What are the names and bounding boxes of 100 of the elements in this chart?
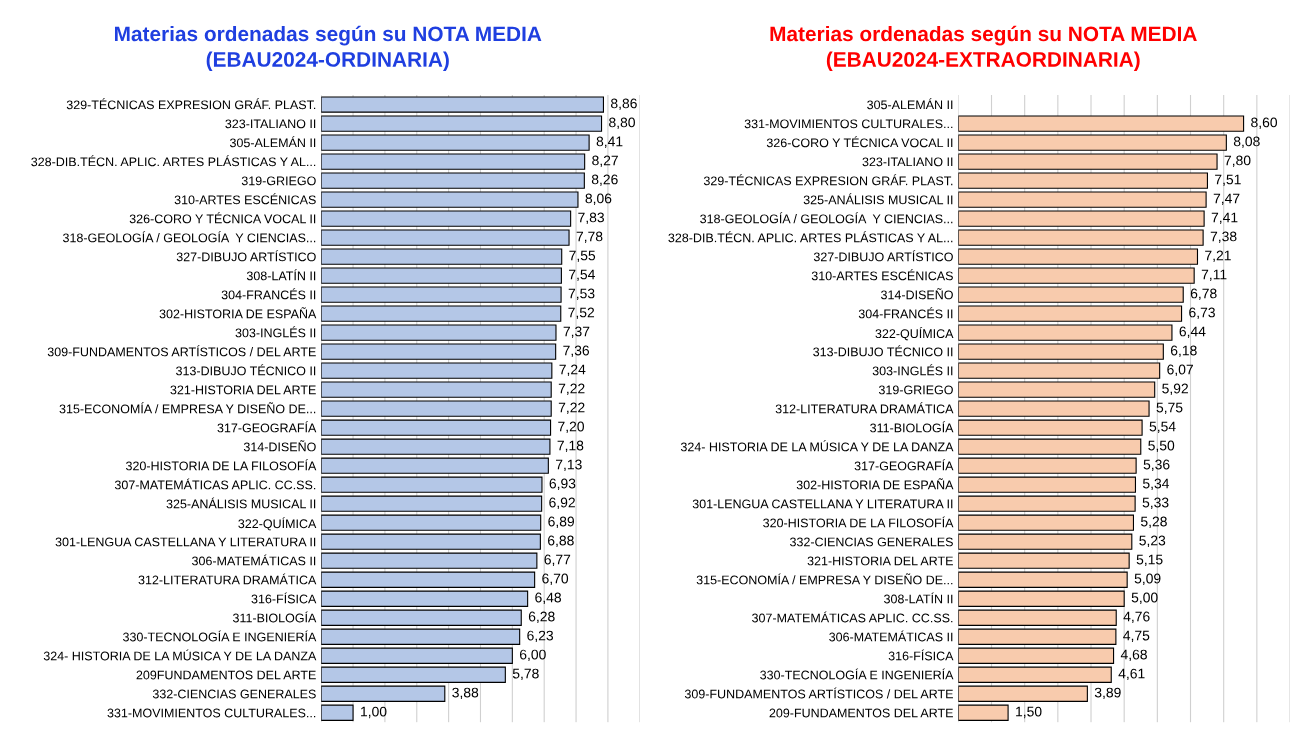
- y-tick-label: 323-ITALIANO II: [862, 157, 953, 167]
- data-label: 7,38: [1210, 231, 1237, 243]
- bar: [321, 267, 562, 284]
- bar: [321, 438, 551, 455]
- y-tick-label: 329-TÉCNICAS EXPRESION GRÁF. PLAST.: [703, 174, 953, 186]
- bar: [321, 229, 570, 246]
- y-tick-label: 321-HISTORIA DEL ARTE: [170, 385, 316, 395]
- y-tick-label: 313-DIBUJO TÉCNICO II: [176, 364, 316, 376]
- bar: [321, 609, 522, 626]
- y-tick-label: 331-MOVIMIENTOS CULTURALES...: [107, 708, 316, 718]
- y-tick-label: 314-DISEÑO: [243, 440, 316, 452]
- bar: [958, 495, 1136, 512]
- bar: [321, 457, 549, 474]
- bar: [958, 590, 1125, 607]
- data-label: 7,47: [1213, 193, 1240, 205]
- bar: [321, 96, 605, 113]
- y-tick-label: 209FUNDAMENTOS DEL ARTE: [136, 670, 316, 680]
- bar: [321, 286, 562, 303]
- data-label: 5,28: [1140, 516, 1167, 529]
- data-label: 8,86: [611, 98, 637, 110]
- bar: [958, 419, 1143, 436]
- y-tick-label: 302-HISTORIA DE ESPAÑA: [796, 478, 954, 490]
- y-tick-label: 318-GEOLOGÍA / GEOLOGÍA Y CIENCIAS...: [62, 231, 316, 243]
- data-label: 5,00: [1131, 592, 1158, 605]
- bar: [321, 381, 552, 398]
- bar: [958, 229, 1204, 246]
- bar: [958, 400, 1150, 417]
- y-tick-label: 332-CIENCIAS GENERALES: [152, 689, 316, 699]
- bar: [321, 134, 590, 151]
- y-tick-label: 317-GEOGRAFÍA: [854, 459, 954, 471]
- bar: [958, 685, 1088, 702]
- data-label: 8,06: [585, 193, 612, 205]
- y-tick-label: 332-CIENCIAS GENERALES: [790, 537, 953, 547]
- bar: [958, 210, 1205, 227]
- bar: [321, 647, 513, 664]
- y-tick-label: 307-MATEMÁTICAS APLIC. CC.SS.: [114, 478, 316, 490]
- y-tick-label: 313-DIBUJO TÉCNICO II: [813, 345, 953, 357]
- y-tick-label: 209-FUNDAMENTOS DEL ARTE: [769, 708, 953, 718]
- bar: [958, 666, 1112, 683]
- bar: [958, 191, 1207, 208]
- data-label: 7,13: [555, 459, 582, 472]
- data-label: 5,75: [1156, 402, 1183, 415]
- bar: [321, 514, 542, 531]
- data-label: 5,33: [1142, 497, 1169, 510]
- y-tick-label: 323-ITALIANO II: [225, 119, 316, 129]
- bar: [958, 324, 1173, 341]
- y-tick-label: 331-MOVIMIENTOS CULTURALES...: [744, 119, 953, 129]
- data-label: 4,76: [1123, 611, 1150, 624]
- y-tick-label: 319-GRIEGO: [878, 385, 953, 395]
- data-label: 1,00: [361, 706, 387, 719]
- bar: [958, 267, 1195, 284]
- data-label: 3,88: [452, 687, 479, 700]
- y-tick-label: 315-ECONOMÍA / EMPRESA Y DISEÑO DE...: [696, 573, 953, 585]
- bar: [958, 343, 1164, 360]
- bar: [321, 628, 521, 645]
- y-tick-label: 310-ARTES ESCÉNICAS: [174, 193, 316, 205]
- bar: [321, 210, 572, 227]
- y-tick-label: 312-LITERATURA DRAMÁTICA: [775, 402, 954, 414]
- data-label: 7,55: [569, 250, 596, 262]
- bar: [958, 305, 1183, 322]
- y-tick-label: 305-ALEMÁN II: [867, 98, 953, 110]
- bar: [958, 647, 1115, 664]
- data-label: 7,36: [563, 345, 590, 358]
- data-label: 4,68: [1120, 649, 1147, 662]
- y-tick-label: 311-BIOLOGÍA: [870, 421, 954, 433]
- data-label: 5,36: [1143, 459, 1170, 472]
- bar: [321, 552, 538, 569]
- y-tick-label: 324- HISTORIA DE LA MÚSICA Y DE LA DANZA: [680, 440, 954, 452]
- y-tick-label: 322-QUÍMICA: [875, 327, 954, 341]
- data-label: 7,21: [1205, 250, 1231, 262]
- y-tick-label: 305-ALEMÁN II: [229, 136, 316, 148]
- data-label: 7,22: [558, 402, 585, 415]
- bar: [958, 457, 1137, 474]
- data-label: 7,78: [576, 231, 603, 243]
- y-tick-label: 309-FUNDAMENTOS ARTÍSTICOS / DEL ARTE: [47, 345, 316, 357]
- y-tick-label: 301-LENGUA CASTELLANA Y LITERATURA II: [55, 537, 316, 547]
- data-label: 7,20: [558, 421, 584, 434]
- bar: [321, 362, 553, 379]
- data-label: 4,75: [1123, 630, 1150, 643]
- bar: [958, 571, 1128, 588]
- bar: [321, 704, 354, 721]
- y-tick-label: 302-HISTORIA DE ESPAÑA: [159, 307, 317, 319]
- y-tick-label: 308-LATÍN II: [884, 592, 953, 604]
- chart-title: Materias ordenadas según su NOTA MEDIA (EBAU2024-ORDINARIA): [114, 25, 542, 71]
- data-label: 5,23: [1139, 535, 1166, 548]
- data-label: 7,52: [568, 307, 595, 320]
- data-label: 8,27: [592, 155, 618, 167]
- y-tick-label: 314-DISEÑO: [881, 288, 953, 300]
- bar: [958, 609, 1117, 626]
- bar: [321, 172, 585, 189]
- y-tick-label: 316-FÍSICA: [888, 649, 954, 661]
- data-label: 6,88: [548, 535, 574, 548]
- y-tick-label: 330-TECNOLOGÍA E INGENIERÍA: [760, 668, 954, 680]
- data-label: 7,53: [568, 288, 595, 300]
- y-tick-label: 316-FÍSICA: [251, 592, 317, 604]
- data-label: 7,83: [578, 212, 604, 224]
- bar: [958, 438, 1142, 455]
- data-label: 6,44: [1179, 326, 1206, 339]
- y-tick-label: 326-CORO Y TÉCNICA VOCAL II: [129, 212, 316, 224]
- data-label: 8,60: [1251, 117, 1278, 129]
